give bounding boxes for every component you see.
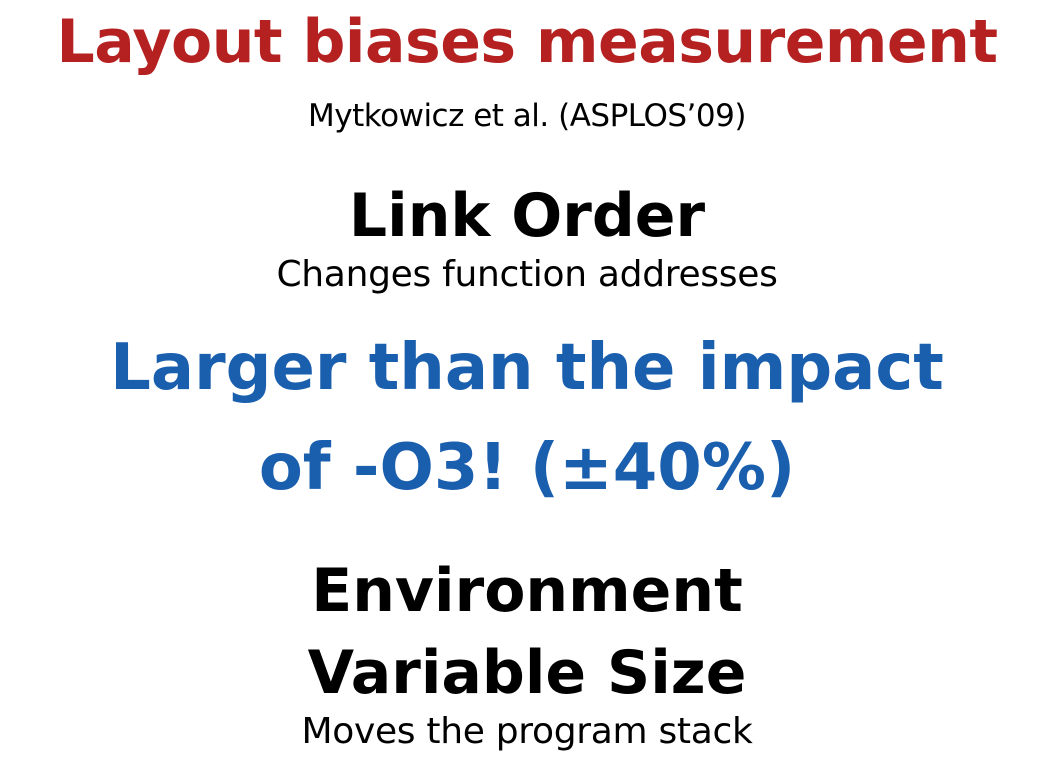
link-order-description: Changes function addresses xyxy=(276,254,778,295)
citation: Mytkowicz et al. (ASPLOS’09) xyxy=(308,98,746,134)
slide-title: Layout biases measurement xyxy=(56,7,998,77)
environment-heading-line-1: Environment xyxy=(311,556,743,626)
environment-description: Moves the program stack xyxy=(301,711,753,752)
impact-statement-line-1: Larger than the impact xyxy=(110,331,944,405)
environment-heading-line-2: Variable Size xyxy=(307,638,747,708)
impact-statement-line-2: of -O3! (±40%) xyxy=(258,431,796,505)
link-order-heading: Link Order xyxy=(348,181,706,251)
